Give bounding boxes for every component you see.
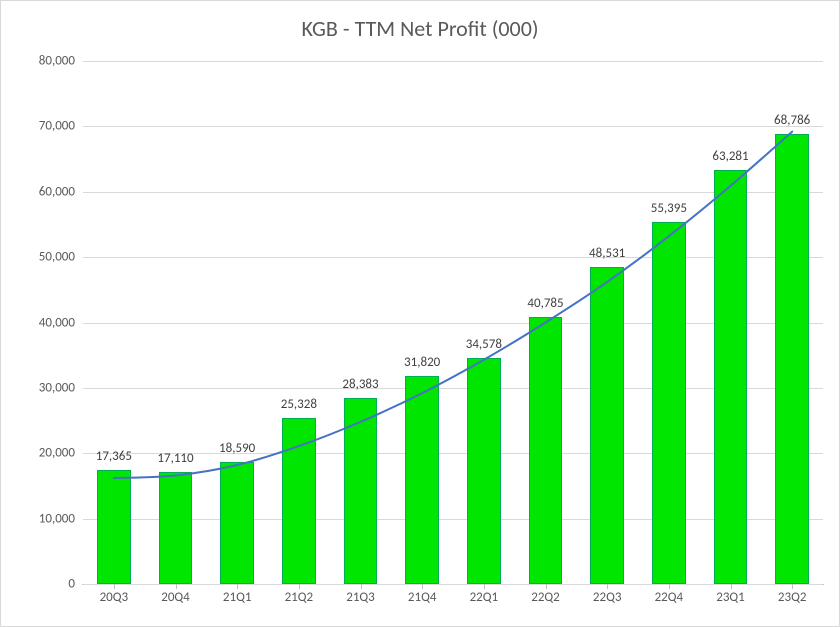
- x-tick-mark: [299, 584, 300, 589]
- grid-line: [83, 584, 823, 585]
- x-tick-mark: [176, 584, 177, 589]
- x-tick-mark: [731, 584, 732, 589]
- y-tick-label: 50,000: [39, 250, 83, 265]
- x-tick-mark: [484, 584, 485, 589]
- x-tick-mark: [546, 584, 547, 589]
- y-tick-label: 20,000: [39, 446, 83, 461]
- chart-title: KGB - TTM Net Profit (000): [1, 15, 839, 42]
- y-tick-label: 10,000: [39, 511, 83, 526]
- y-tick-label: 80,000: [39, 54, 83, 69]
- chart-container: KGB - TTM Net Profit (000) 010,00020,000…: [0, 0, 840, 627]
- plot-area: 010,00020,00030,00040,00050,00060,00070,…: [83, 61, 823, 584]
- y-tick-label: 70,000: [39, 119, 83, 134]
- trend-line: [83, 61, 823, 584]
- x-tick-mark: [422, 584, 423, 589]
- x-tick-mark: [607, 584, 608, 589]
- y-tick-label: 40,000: [39, 315, 83, 330]
- x-tick-mark: [114, 584, 115, 589]
- x-tick-mark: [237, 584, 238, 589]
- x-tick-mark: [792, 584, 793, 589]
- x-tick-mark: [669, 584, 670, 589]
- x-tick-mark: [361, 584, 362, 589]
- y-tick-label: 60,000: [39, 184, 83, 199]
- y-tick-label: 30,000: [39, 380, 83, 395]
- y-tick-label: 0: [68, 577, 83, 592]
